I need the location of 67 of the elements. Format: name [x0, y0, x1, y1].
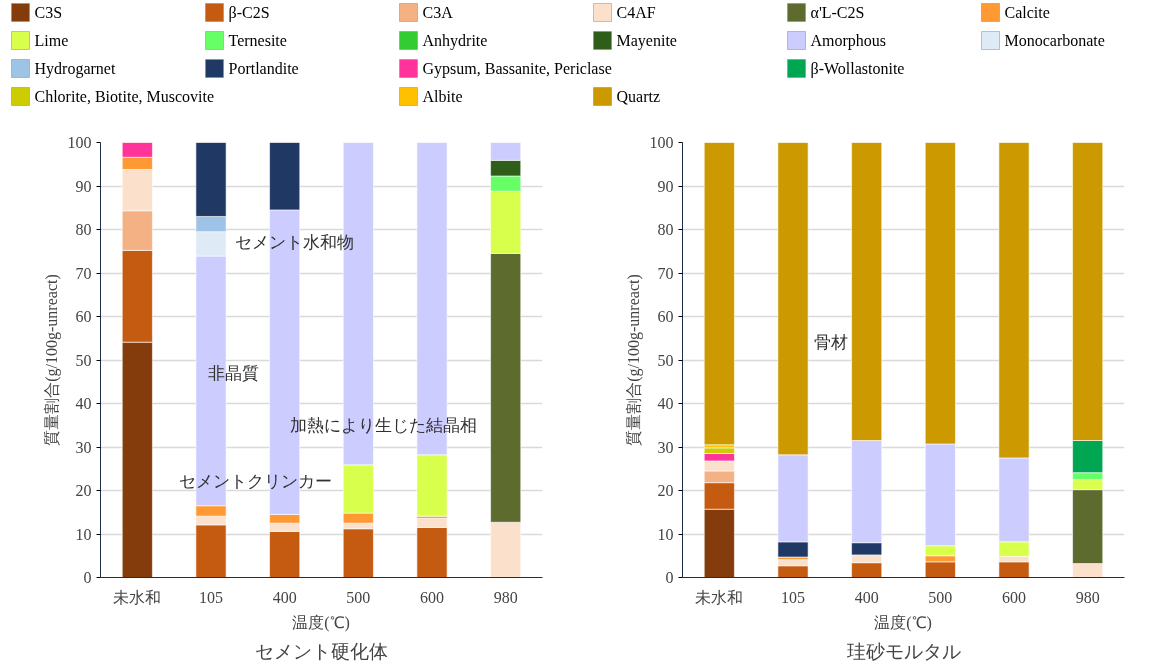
x-tick-label: 400 [272, 588, 297, 606]
y-tick-label: 20 [75, 482, 92, 499]
legend-label: Quartz [616, 88, 661, 105]
x-tick-label: 500 [346, 588, 371, 606]
legend-label: C3A [422, 4, 454, 21]
y-tick-label: 50 [75, 351, 92, 369]
legend-label: α'L-C2S [810, 4, 865, 21]
legend-label: Albite [422, 88, 463, 105]
y-tick-label: 10 [657, 525, 674, 543]
y-tick-label: 90 [75, 177, 92, 195]
annotation: 非晶質 [207, 363, 259, 383]
legend-label: Chlorite, Biotite, Muscovite [34, 88, 215, 105]
legend-label: C3S [34, 4, 63, 21]
bar [998, 561, 1030, 578]
y-tick-label: 60 [75, 308, 92, 325]
y-tick-label: 0 [665, 569, 674, 586]
y-tick-label: 40 [75, 395, 92, 412]
y-tick-label: 20 [657, 482, 674, 499]
y-tick-label: 100 [67, 134, 92, 151]
x-axis-title: 温度(℃) [874, 613, 932, 632]
y-tick-label: 100 [649, 134, 674, 151]
annotation: セメント水和物 [235, 233, 355, 253]
legend-label: Mayenite [616, 32, 677, 50]
legend-label: Anhydrite [422, 32, 488, 50]
annotation: 骨材 [813, 333, 848, 353]
legend-label: Gypsum, Bassanite, Periclase [422, 60, 612, 78]
x-tick-label: 600 [1002, 588, 1026, 606]
bar [342, 528, 374, 578]
y-tick-label: 90 [657, 177, 674, 195]
y-tick-label: 40 [657, 395, 674, 412]
legend-label: Lime [34, 32, 69, 49]
y-tick-label: 10 [75, 525, 92, 543]
x-tick-label: 980 [1075, 588, 1100, 606]
y-tick-label: 30 [75, 438, 92, 456]
y-tick-label: 60 [657, 308, 674, 325]
y-tick-label: 70 [75, 264, 92, 282]
x-tick-label: 未水和 [695, 588, 744, 606]
legend-label: Portlandite [228, 60, 299, 77]
legend-label: C4AF [616, 4, 656, 21]
x-tick-label: 500 [928, 588, 953, 606]
y-tick-label: 0 [83, 569, 92, 586]
annotation: 加熱により生じた結晶相 [289, 415, 477, 435]
legend-label: β-Wollastonite [810, 60, 905, 78]
y-tick-label: 30 [657, 438, 674, 456]
text: 珪砂モルタル [846, 640, 961, 662]
x-tick-label: 未水和 [113, 588, 162, 606]
x-tick-label: 600 [420, 588, 444, 606]
y-tick-label: 80 [75, 221, 92, 238]
legend-label: Hydrogarnet [34, 60, 116, 78]
legend-label: β-C2S [228, 4, 270, 22]
annotation: セメントクリンカー [178, 472, 332, 492]
legend-label: Ternesite [228, 32, 287, 49]
legend-label: Amorphous [810, 32, 887, 50]
y-tick-label: 80 [657, 221, 674, 238]
y-tick-label: 70 [657, 264, 674, 282]
text: セメント硬化体 [255, 640, 388, 662]
bar [703, 142, 735, 446]
x-tick-label: 980 [493, 588, 518, 606]
legend-label: Monocarbonate [1004, 32, 1105, 49]
y-axis-title: 質量割合(g/100g-unreact) [42, 274, 61, 446]
y-tick-label: 50 [657, 351, 674, 369]
x-axis-title: 温度(℃) [292, 613, 350, 632]
legend-label: Calcite [1004, 4, 1050, 21]
y-axis-title: 質量割合(g/100g-unreact) [624, 274, 643, 446]
x-tick-label: 105 [781, 588, 805, 606]
x-tick-label: 400 [854, 588, 879, 606]
x-tick-label: 105 [199, 588, 223, 606]
